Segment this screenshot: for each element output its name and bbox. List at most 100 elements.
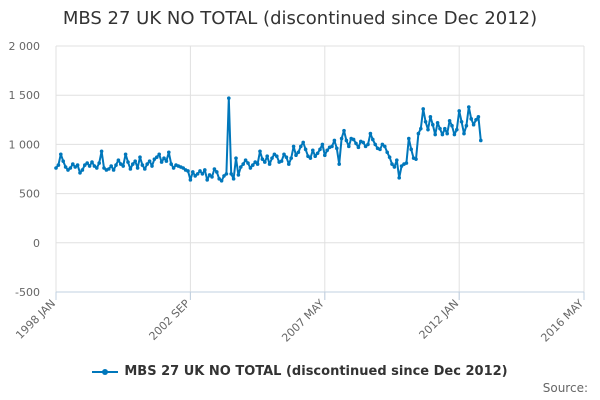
legend[interactable]: MBS 27 UK NO TOTAL (discontinued since D… xyxy=(0,364,600,379)
data-point[interactable] xyxy=(171,166,176,170)
data-point[interactable] xyxy=(438,126,442,131)
data-point[interactable] xyxy=(224,172,229,176)
data-point[interactable] xyxy=(311,148,315,153)
data-point[interactable] xyxy=(222,174,226,178)
data-point[interactable] xyxy=(361,140,366,145)
data-point[interactable] xyxy=(469,117,474,121)
data-point[interactable] xyxy=(210,175,214,179)
data-point[interactable] xyxy=(428,115,433,119)
data-point[interactable] xyxy=(371,137,375,142)
data-point[interactable] xyxy=(162,156,166,160)
data-point[interactable] xyxy=(279,159,284,163)
data-point[interactable] xyxy=(356,145,361,150)
data-point[interactable] xyxy=(193,174,197,178)
data-point[interactable] xyxy=(284,155,289,159)
data-point[interactable] xyxy=(323,153,327,158)
data-point[interactable] xyxy=(385,150,390,155)
data-point[interactable] xyxy=(347,144,351,149)
data-point[interactable] xyxy=(414,157,418,161)
data-point[interactable] xyxy=(416,131,421,136)
data-point[interactable] xyxy=(236,173,241,177)
data-point[interactable] xyxy=(68,166,73,170)
data-point[interactable] xyxy=(332,138,337,143)
data-point[interactable] xyxy=(205,178,209,182)
data-point[interactable] xyxy=(447,118,452,123)
data-point[interactable] xyxy=(330,144,334,149)
data-point[interactable] xyxy=(267,162,272,166)
data-point[interactable] xyxy=(397,176,402,180)
data-point[interactable] xyxy=(407,136,411,141)
data-point[interactable] xyxy=(450,123,454,128)
data-point[interactable] xyxy=(198,169,202,173)
data-point[interactable] xyxy=(373,142,378,147)
data-point[interactable] xyxy=(337,162,342,166)
data-point[interactable] xyxy=(351,137,356,142)
data-point[interactable] xyxy=(227,96,231,100)
data-point[interactable] xyxy=(140,163,145,167)
data-point[interactable] xyxy=(421,107,426,111)
data-point[interactable] xyxy=(155,155,159,159)
data-point[interactable] xyxy=(282,152,286,157)
data-point[interactable] xyxy=(56,163,61,167)
data-point[interactable] xyxy=(167,150,171,155)
data-point[interactable] xyxy=(443,126,447,131)
data-point[interactable] xyxy=(207,173,212,177)
data-point[interactable] xyxy=(251,163,255,167)
data-point[interactable] xyxy=(479,138,483,143)
data-point[interactable] xyxy=(299,144,303,149)
data-point[interactable] xyxy=(342,128,346,133)
data-point[interactable] xyxy=(445,131,450,136)
data-point[interactable] xyxy=(289,156,294,160)
data-point[interactable] xyxy=(395,158,399,162)
data-point[interactable] xyxy=(164,159,169,163)
data-point[interactable] xyxy=(131,162,135,166)
data-point[interactable] xyxy=(315,151,320,156)
data-point[interactable] xyxy=(73,165,77,169)
data-point[interactable] xyxy=(114,163,118,167)
data-point[interactable] xyxy=(426,127,430,132)
data-point[interactable] xyxy=(308,156,313,160)
data-point[interactable] xyxy=(263,160,267,164)
data-point[interactable] xyxy=(95,166,99,170)
data-point[interactable] xyxy=(306,154,310,159)
data-point[interactable] xyxy=(265,154,270,159)
data-point[interactable] xyxy=(253,160,257,164)
data-point[interactable] xyxy=(186,169,190,173)
data-point[interactable] xyxy=(128,167,133,171)
data-point[interactable] xyxy=(313,154,318,159)
data-point[interactable] xyxy=(248,166,253,170)
data-point[interactable] xyxy=(275,154,279,159)
data-point[interactable] xyxy=(318,147,322,152)
data-point[interactable] xyxy=(462,131,466,136)
data-point[interactable] xyxy=(123,152,128,157)
data-point[interactable] xyxy=(71,162,75,166)
data-point[interactable] xyxy=(423,119,428,124)
data-point[interactable] xyxy=(107,167,111,171)
data-point[interactable] xyxy=(383,144,387,149)
data-point[interactable] xyxy=(135,166,140,170)
data-point[interactable] xyxy=(431,122,435,127)
data-point[interactable] xyxy=(195,172,200,176)
data-point[interactable] xyxy=(133,159,137,163)
data-point[interactable] xyxy=(143,167,147,171)
data-point[interactable] xyxy=(75,163,80,167)
data-point[interactable] xyxy=(145,162,149,166)
data-point[interactable] xyxy=(241,162,245,166)
data-point[interactable] xyxy=(152,157,157,161)
data-point[interactable] xyxy=(354,141,358,146)
data-point[interactable] xyxy=(138,155,142,159)
data-point[interactable] xyxy=(404,161,409,165)
data-point[interactable] xyxy=(97,161,101,165)
data-point[interactable] xyxy=(433,132,438,137)
data-point[interactable] xyxy=(119,162,123,166)
data-point[interactable] xyxy=(150,164,154,168)
data-point[interactable] xyxy=(457,109,462,113)
data-point[interactable] xyxy=(219,179,224,183)
data-point[interactable] xyxy=(61,159,65,163)
data-point[interactable] xyxy=(294,153,298,158)
data-point[interactable] xyxy=(217,177,221,181)
data-point[interactable] xyxy=(126,160,130,164)
data-point[interactable] xyxy=(303,147,308,152)
data-point[interactable] xyxy=(188,178,193,182)
data-point[interactable] xyxy=(85,161,89,165)
